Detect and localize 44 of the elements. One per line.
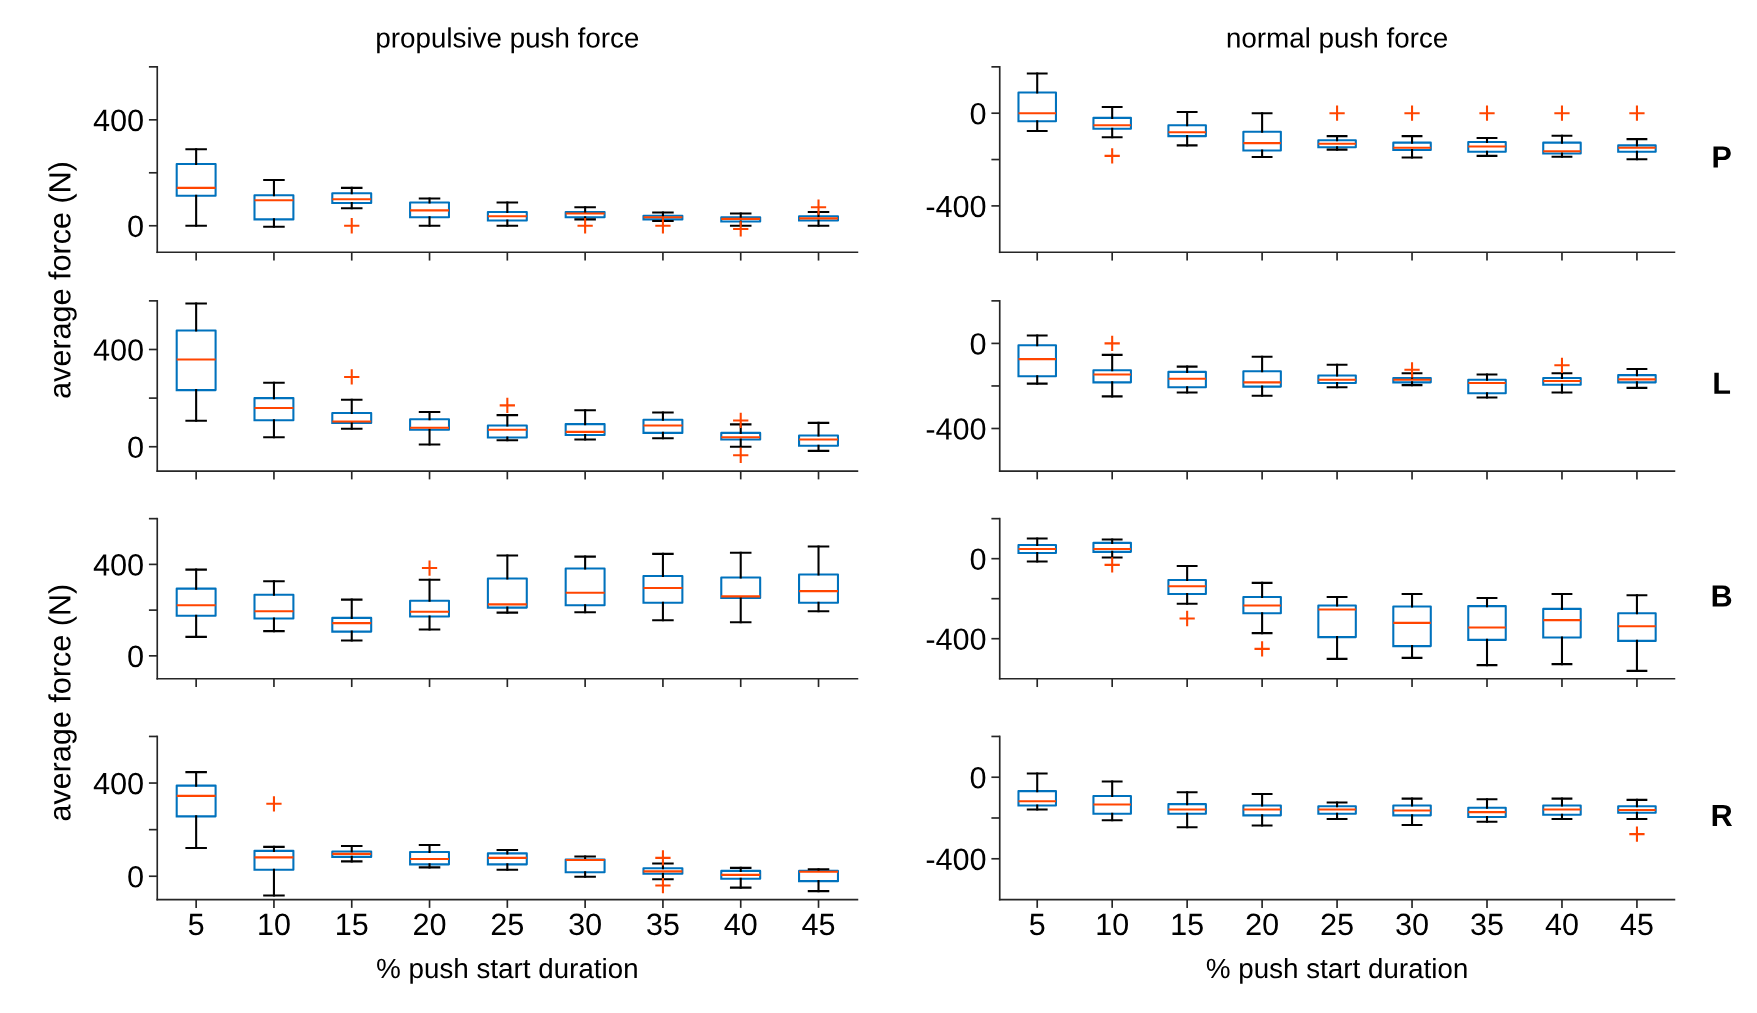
y-tick-label: 0 xyxy=(970,548,986,571)
x-tick-label: 45 xyxy=(1620,913,1653,936)
y-tick-label: 0 xyxy=(128,865,143,888)
y-tick-label: -400 xyxy=(926,418,986,440)
x-tick-label: 30 xyxy=(1396,913,1428,936)
x-tick-label: 15 xyxy=(1172,913,1203,936)
x-tick-label: 5 xyxy=(188,913,204,936)
x-tick-label: 45 xyxy=(802,913,835,936)
y-tick-label: 400 xyxy=(93,554,143,576)
y-tick-label: 400 xyxy=(93,772,143,795)
text: B xyxy=(1712,585,1732,607)
y-axis-title: average force (N) xyxy=(48,163,77,398)
text: P xyxy=(1713,146,1731,168)
chart-title: normal push force xyxy=(1227,27,1448,54)
x-axis-title: % push start duration xyxy=(377,957,637,984)
x-tick-label: 20 xyxy=(1246,913,1278,936)
y-tick-label: 0 xyxy=(970,102,986,125)
y-tick-label: -400 xyxy=(926,195,986,218)
y-tick-label: 0 xyxy=(128,436,143,459)
y-tick-label: -400 xyxy=(926,848,986,871)
x-tick-label: 30 xyxy=(569,913,601,936)
y-tick-label: 0 xyxy=(970,333,986,355)
x-tick-label: 20 xyxy=(414,913,446,936)
x-tick-label: 10 xyxy=(1097,913,1128,936)
x-tick-label: 35 xyxy=(647,913,679,936)
text: R xyxy=(1712,804,1733,826)
x-tick-label: 15 xyxy=(337,913,368,936)
y-tick-label: -400 xyxy=(926,628,986,651)
y-tick-label: 0 xyxy=(970,766,986,789)
x-axis-title: % push start duration xyxy=(1206,957,1467,984)
text: L xyxy=(1714,372,1731,394)
chart-title: propulsive push force xyxy=(377,27,639,54)
y-axis-title: average force (N) xyxy=(48,585,77,821)
x-tick-label: 10 xyxy=(259,913,290,936)
x-tick-label: 35 xyxy=(1471,913,1503,936)
x-tick-label: 40 xyxy=(1545,913,1578,936)
x-tick-label: 25 xyxy=(491,913,524,936)
x-tick-label: 25 xyxy=(1321,913,1353,936)
y-tick-label: 400 xyxy=(93,109,143,132)
y-tick-label: 400 xyxy=(93,339,143,361)
x-tick-label: 5 xyxy=(1029,913,1045,936)
x-tick-label: 40 xyxy=(724,913,757,936)
y-tick-label: 0 xyxy=(128,215,143,238)
y-tick-label: 0 xyxy=(128,645,143,668)
